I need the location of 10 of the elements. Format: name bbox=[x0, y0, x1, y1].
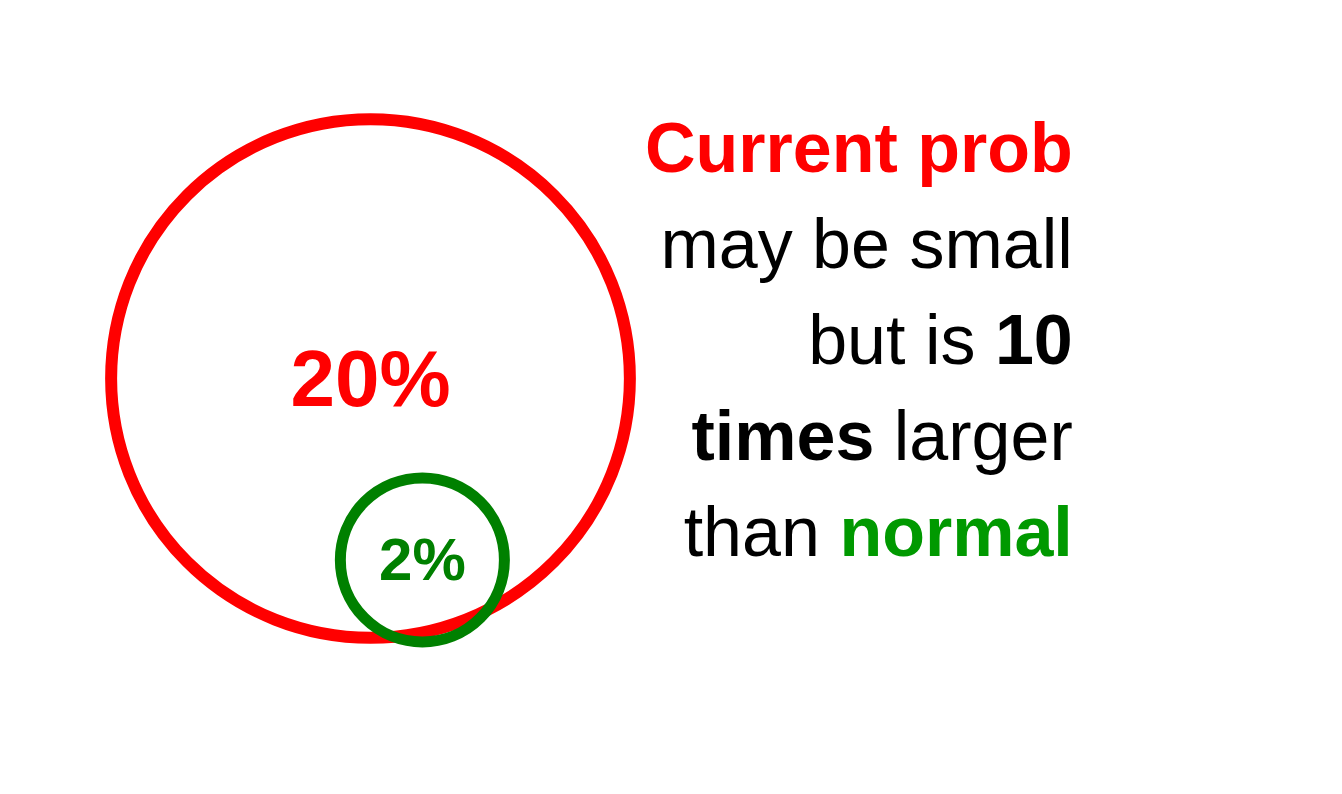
data-label: 2% bbox=[379, 526, 466, 594]
text: larger bbox=[893, 397, 1073, 475]
text: than bbox=[683, 493, 820, 571]
data-label: 20% bbox=[290, 334, 451, 423]
text: times bbox=[691, 397, 875, 475]
text: may be small bbox=[660, 205, 1073, 283]
text: 10 bbox=[994, 301, 1073, 379]
text: normal bbox=[839, 493, 1073, 571]
text: but is bbox=[808, 301, 976, 379]
text: Current prob bbox=[645, 109, 1073, 187]
